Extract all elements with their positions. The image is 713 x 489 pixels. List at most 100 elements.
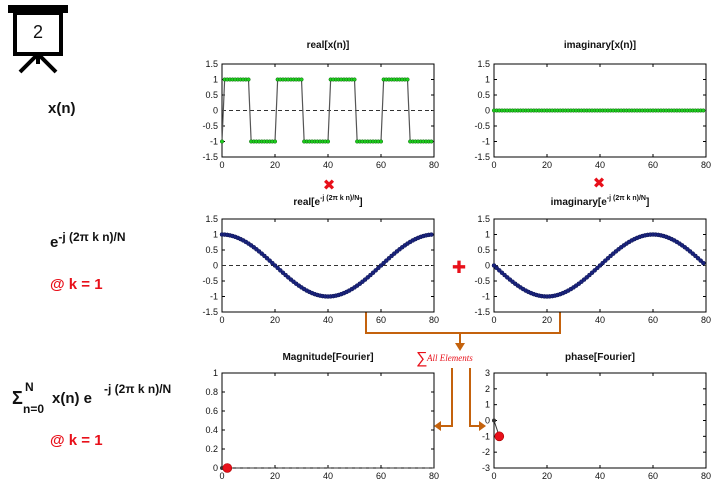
y-tick-label: 0.5	[205, 90, 218, 100]
x-tick-label: 20	[270, 315, 280, 325]
x-tick-label: 60	[376, 471, 386, 481]
presentation-board-icon: 2	[6, 4, 70, 74]
x-tick-label: 80	[429, 315, 439, 325]
plot-title-imag-e: imaginary[e-j (2π k n)/N]	[551, 195, 650, 208]
x-tick-label: 0	[219, 471, 224, 481]
y-tick-label: -0.5	[474, 276, 490, 286]
highlight-point	[222, 463, 233, 473]
x-tick-label: 20	[270, 471, 280, 481]
y-tick-label: -1.5	[474, 152, 490, 162]
plot-frame	[493, 372, 707, 469]
arrowheads	[434, 343, 486, 431]
plot-title-real-x: real[x(n)]	[307, 40, 350, 51]
signal-label: x(n)	[48, 100, 76, 117]
y-tick-label: 0.2	[205, 444, 218, 454]
x-tick-label: 0	[491, 160, 496, 170]
data-point	[219, 139, 225, 144]
y-tick-label: -1	[482, 292, 490, 302]
y-tick-label: -1	[482, 137, 490, 147]
y-tick-label: 1	[213, 75, 218, 85]
data-point	[701, 260, 706, 266]
x-tick-label: 0	[219, 315, 224, 325]
bracket-arrow	[365, 312, 561, 334]
plot-real-e: 0 20 40 60 80 1.5 1 0.5 0 -0.5 -1 -1.5	[202, 214, 439, 325]
y-tick-label: 2	[485, 384, 490, 394]
x-tick-label: 80	[701, 160, 711, 170]
y-tick-label: 0.6	[205, 406, 218, 416]
highlight-point	[494, 431, 505, 442]
x-tick-label: 40	[595, 471, 605, 481]
data-point	[378, 139, 384, 144]
fourier-sum-label: Σ N n=0 x(n) e -j (2π k n)/N	[12, 380, 202, 420]
sum-body: x(n) e	[52, 390, 93, 407]
y-tick-label: -2	[482, 447, 490, 457]
plot-imag-x: 0 20 40 60 80 1.5 1 0.5 0 -0.5 -1 -1.5	[474, 59, 711, 170]
y-tick-label: 1.5	[477, 214, 490, 224]
y-tick-label: 0.5	[477, 90, 490, 100]
y-tick-label: 0	[485, 416, 490, 426]
y-tick-label: -1.5	[202, 152, 218, 162]
sum-sigma: Σ	[12, 388, 23, 408]
y-tick-label: 0.5	[477, 245, 490, 255]
x-tick-label: 40	[595, 160, 605, 170]
x-tick-label: 0	[219, 160, 224, 170]
y-tick-label: -1	[482, 431, 490, 441]
x-tick-label: 80	[701, 315, 711, 325]
plot-imag-e: 0 20 40 60 80 1.5 1 0.5 0 -0.5 -1 -1.5	[474, 214, 711, 325]
data-point	[352, 77, 357, 82]
multiply-icon: ✖	[323, 177, 336, 194]
sum-k-label: @ k = 1	[50, 432, 103, 449]
x-tick-label: 60	[648, 471, 658, 481]
x-tick-label: 60	[648, 160, 658, 170]
to-phase-arrow	[469, 368, 479, 427]
plot-title-imag-x: imaginary[x(n)]	[564, 40, 636, 51]
x-tick-label: 80	[701, 471, 711, 481]
y-tick-label: 0.4	[205, 425, 218, 435]
data-point	[429, 139, 434, 144]
x-tick-label: 40	[595, 315, 605, 325]
data-point	[299, 77, 304, 82]
y-tick-label: -1	[210, 137, 218, 147]
plot-title-phase: phase[Fourier]	[565, 352, 635, 363]
y-tick-label: 1	[213, 368, 218, 378]
y-tick-label: 1	[213, 230, 218, 240]
kernel-k-label: @ k = 1	[50, 276, 103, 293]
y-tick-label: 1.5	[205, 59, 218, 69]
kernel-exponent: -j (2π k n)/N	[58, 230, 126, 244]
y-tick-label: -3	[482, 463, 490, 473]
y-tick-label: 0.8	[205, 387, 218, 397]
to-magnitude-arrow	[441, 368, 453, 427]
plot-frame	[221, 372, 435, 469]
y-tick-label: -1.5	[202, 307, 218, 317]
plot-title-magnitude: Magnitude[Fourier]	[282, 352, 373, 363]
plot-mag: 0 20 40 60 80 1 0.8 0.6 0.4 0.2 0	[205, 368, 439, 481]
y-tick-label: -1.5	[474, 307, 490, 317]
y-tick-label: 0.5	[205, 245, 218, 255]
x-tick-label: 60	[648, 315, 658, 325]
x-tick-label: 20	[270, 160, 280, 170]
data-point	[325, 139, 331, 144]
x-tick-label: 40	[323, 471, 333, 481]
plot-real-x: 0 20 40 60 80 1.5 1 0.5 0 -0.5 -1 -1.5	[202, 59, 439, 170]
y-tick-label: -0.5	[474, 121, 490, 131]
multiply-icon: ✖	[593, 175, 606, 192]
x-tick-label: 80	[429, 160, 439, 170]
y-tick-label: 1	[485, 230, 490, 240]
x-tick-label: 40	[323, 160, 333, 170]
sum-lower: n=0	[23, 402, 45, 416]
data-point	[246, 77, 251, 82]
plus-icon: ✚	[452, 258, 466, 277]
x-tick-label: 20	[542, 160, 552, 170]
kernel-base: e	[50, 234, 59, 251]
x-tick-label: 0	[491, 471, 496, 481]
y-tick-label: 1.5	[477, 59, 490, 69]
x-tick-label: 60	[376, 160, 386, 170]
sum-sigma-icon: ∑	[416, 350, 427, 367]
x-tick-label: 40	[323, 315, 333, 325]
y-tick-label: -0.5	[202, 121, 218, 131]
plot-title-real-e: real[e-j (2π k n)/N]	[293, 195, 362, 208]
slide-number: 2	[32, 22, 43, 42]
sum-note-text: All Elements	[426, 353, 473, 363]
x-tick-label: 80	[429, 471, 439, 481]
